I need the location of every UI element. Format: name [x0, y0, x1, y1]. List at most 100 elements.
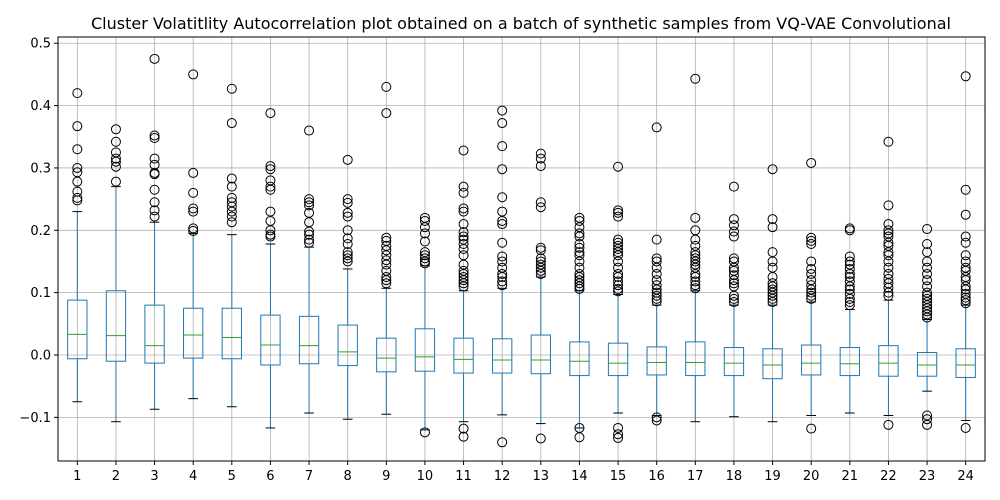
- outlier-point: [226, 206, 237, 217]
- outlier-point: [497, 215, 508, 226]
- x-tick-label: 14: [571, 469, 588, 484]
- outlier-point: [844, 225, 855, 236]
- y-tick-label: 0.5: [30, 37, 51, 52]
- outlier-point: [458, 206, 469, 217]
- outlier-point: [728, 262, 739, 273]
- outlier-point: [535, 268, 546, 279]
- outlier-point: [419, 258, 430, 269]
- outlier-point: [342, 154, 353, 165]
- outlier-point: [728, 297, 739, 307]
- box-9: [376, 81, 397, 415]
- outlier-point: [922, 275, 933, 286]
- outlier-point: [574, 281, 585, 292]
- iqr-box: [607, 342, 629, 377]
- x-tick-label: 7: [305, 469, 313, 484]
- outlier-point: [844, 251, 855, 262]
- outlier-point: [497, 118, 508, 129]
- outlier-point: [690, 283, 701, 294]
- outlier-point: [458, 203, 469, 214]
- outlier-point: [226, 173, 237, 184]
- x-tick-label: 11: [455, 469, 472, 484]
- outlier-point: [226, 201, 237, 212]
- outlier-point: [149, 211, 160, 222]
- outlier-point: [806, 268, 817, 279]
- outlier-point: [690, 212, 701, 223]
- box-3: [144, 53, 165, 410]
- outlier-point: [960, 422, 971, 433]
- box-2: [105, 124, 127, 423]
- outlier-point: [458, 231, 469, 242]
- outlier-point: [419, 253, 430, 264]
- outlier-point: [651, 234, 662, 245]
- outlier-point: [226, 181, 237, 192]
- outlier-point: [728, 220, 739, 231]
- outlier-point: [651, 262, 662, 273]
- outlier-point: [922, 312, 933, 323]
- outlier-point: [613, 276, 624, 287]
- outlier-point: [960, 71, 971, 82]
- axis-ticks: −0.10.00.10.20.30.40.51 2 3 4 5 6 7 8 9 10 11 12 13 1…: [19, 37, 974, 484]
- outlier-point: [922, 268, 933, 279]
- outlier-point: [883, 200, 894, 211]
- outlier-point: [419, 250, 430, 261]
- outlier-point: [304, 237, 315, 248]
- x-tick-label: 2: [112, 469, 120, 484]
- outlier-point: [304, 194, 315, 205]
- outlier-point: [304, 200, 315, 211]
- outlier-point: [497, 437, 508, 448]
- outlier-point: [72, 144, 83, 155]
- outlier-point: [265, 184, 276, 195]
- y-tick-label: 0.1: [30, 286, 51, 301]
- outlier-point: [883, 290, 894, 301]
- outlier-point: [265, 225, 276, 236]
- outlier-point: [226, 83, 237, 94]
- outlier-point: [497, 237, 508, 248]
- outlier-point: [806, 423, 817, 434]
- box-16: [646, 122, 667, 426]
- outlier-point: [458, 244, 469, 254]
- outlier-point: [613, 268, 624, 279]
- outlier-point: [535, 161, 546, 172]
- outlier-point: [188, 225, 199, 236]
- y-tick-label: 0.3: [30, 161, 51, 176]
- outlier-point: [690, 256, 701, 267]
- outlier-point: [613, 280, 624, 291]
- outlier-point: [72, 121, 83, 132]
- outlier-point: [265, 164, 276, 175]
- outlier-point: [226, 118, 237, 129]
- outlier-point: [728, 270, 739, 281]
- outlier-point: [72, 192, 83, 203]
- outlier-point: [265, 108, 276, 119]
- box-14: [569, 212, 590, 443]
- x-tick-label: 5: [228, 469, 236, 484]
- outlier-point: [381, 278, 392, 289]
- outlier-point: [844, 263, 855, 274]
- outlier-point: [535, 242, 546, 253]
- outlier-point: [381, 81, 392, 92]
- outlier-point: [458, 431, 469, 442]
- outlier-point: [304, 226, 315, 237]
- outlier-point: [613, 250, 624, 261]
- outlier-point: [960, 292, 971, 303]
- outlier-point: [265, 181, 276, 192]
- outlier-point: [806, 293, 817, 304]
- grid-lines: [58, 37, 985, 461]
- boxes-layer: [67, 53, 976, 448]
- outlier-point: [497, 192, 508, 203]
- outlier-point: [458, 239, 469, 250]
- outlier-point: [149, 153, 160, 164]
- y-tick-label: 0.4: [30, 99, 51, 114]
- outlier-point: [613, 207, 624, 218]
- outlier-point: [110, 161, 121, 172]
- iqr-box: [144, 304, 165, 364]
- outlier-point: [535, 262, 546, 273]
- outlier-point: [535, 148, 546, 159]
- outlier-point: [458, 227, 469, 238]
- outlier-point: [922, 256, 933, 267]
- x-tick-label: 1: [73, 469, 81, 484]
- outlier-point: [458, 145, 469, 156]
- outlier-point: [72, 88, 83, 99]
- outlier-point: [458, 181, 469, 192]
- outlier-point: [806, 280, 817, 291]
- x-tick-label: 23: [919, 469, 936, 484]
